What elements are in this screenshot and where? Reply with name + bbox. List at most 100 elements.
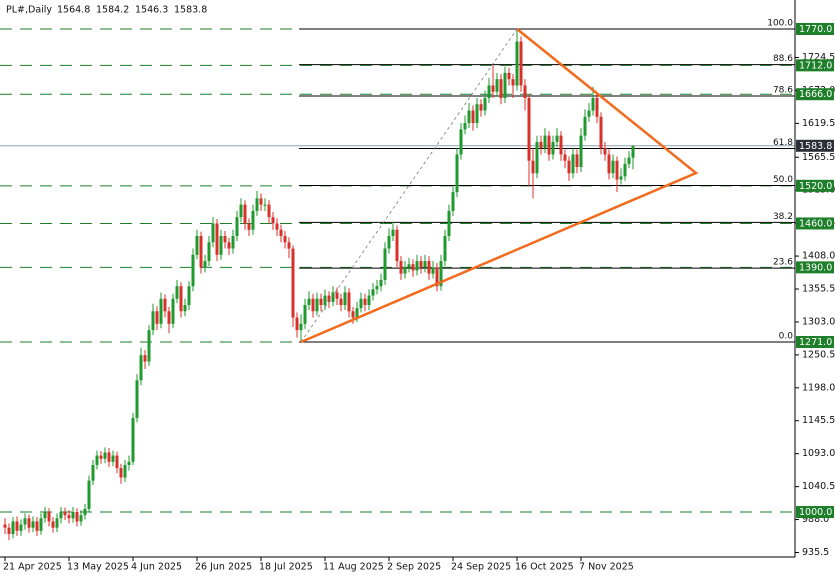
header-open: 1564.8 (57, 5, 90, 16)
candle-body (323, 295, 327, 306)
level-box (796, 506, 834, 519)
candle-body (271, 217, 275, 224)
candle-body (307, 298, 311, 306)
price-label: 1583.8 (799, 141, 832, 152)
level-label: 1770.0 (799, 24, 832, 35)
x-tick-label: 2 Sep 2025 (387, 562, 441, 573)
fib-label: 50.0 (773, 175, 793, 185)
candle-body (427, 261, 431, 274)
candle-body (227, 242, 231, 249)
x-tick-label: 18 Jul 2025 (259, 562, 313, 573)
candle-body (139, 355, 143, 381)
candle-body (235, 217, 239, 236)
y-tick-label: 1040.5 (802, 481, 835, 492)
fib-label: 78.6 (773, 85, 793, 95)
candle-body (495, 79, 499, 92)
level-label: 1460.0 (799, 218, 832, 229)
candle-body (387, 235, 391, 249)
candle-body (447, 210, 451, 236)
candle-body (399, 261, 403, 274)
candle-body (71, 512, 75, 519)
candle-body (215, 223, 219, 255)
level-box (796, 22, 834, 35)
candle-body (451, 192, 455, 211)
candle-body (519, 41, 523, 86)
candle-body (343, 292, 347, 306)
candle-body (207, 242, 211, 262)
candle-body (623, 163, 627, 177)
candle-body (87, 480, 91, 509)
candle-body (127, 461, 131, 465)
candle-body (31, 521, 35, 528)
candle-body (379, 279, 383, 287)
candle-body (351, 311, 355, 318)
candle-body (515, 41, 519, 86)
candle-body (507, 72, 511, 80)
candle-body (59, 512, 63, 519)
candle-body (187, 286, 191, 306)
candle-body (311, 298, 315, 312)
candle-body (175, 286, 179, 299)
candle-body (615, 160, 619, 180)
candle-body (231, 235, 235, 249)
candle-body (375, 286, 379, 290)
level-label: 1520.0 (799, 181, 832, 192)
candle-body (555, 135, 559, 142)
candle-body (587, 110, 591, 117)
symbol: PL#,Daily (6, 5, 52, 16)
candle-body (39, 518, 43, 531)
candle-body (503, 72, 507, 98)
candle-body (95, 455, 99, 465)
candle-body (315, 298, 319, 312)
x-tick-label: 7 Nov 2025 (579, 562, 634, 573)
candle-body (491, 85, 495, 92)
candle-body (223, 235, 227, 243)
header-close: 1583.8 (174, 5, 207, 16)
fib-label: 0.0 (779, 332, 794, 342)
y-tick-label: 935.5 (802, 547, 829, 558)
candle-body (355, 308, 359, 318)
x-tick-label: 21 Apr 2025 (3, 562, 62, 573)
candle-body (559, 135, 563, 155)
candle-body (79, 515, 83, 522)
level-label: 1271.0 (799, 337, 832, 348)
triangle-lines (300, 28, 699, 344)
fib-label: 38.2 (773, 212, 793, 222)
y-tick-label: 1250.5 (802, 349, 835, 360)
level-box (796, 88, 834, 101)
candle-body (131, 417, 135, 462)
candle-body (471, 110, 475, 124)
candle-body (255, 198, 259, 211)
candle-body (167, 311, 171, 324)
candle-body (539, 141, 543, 149)
candle-body (211, 223, 215, 243)
candle-body (479, 104, 483, 111)
level-box (796, 59, 834, 72)
candle-body (611, 160, 615, 174)
candle-body (19, 524, 23, 531)
x-tick-label: 26 Jun 2025 (195, 562, 252, 573)
candle-body (83, 508, 87, 516)
candle-body (247, 223, 251, 230)
candle-body (67, 515, 71, 519)
header-high: 1584.2 (96, 5, 129, 16)
candle-body (371, 289, 375, 296)
candle-body (463, 123, 467, 130)
header-low: 1546.3 (135, 5, 168, 16)
x-tick-label: 13 May 2025 (67, 562, 129, 573)
triangle-pattern (300, 28, 699, 344)
y-tick-label: 1565.5 (802, 152, 835, 163)
candle-body (415, 261, 419, 271)
candle-body (439, 261, 443, 287)
candle-body (63, 512, 67, 516)
level-label: 1390.0 (799, 262, 832, 273)
candle-body (631, 145, 635, 158)
candle-body (143, 355, 147, 362)
candle-body (267, 204, 271, 218)
fib-label: 100.0 (767, 18, 793, 28)
x-tick-label: 4 Jun 2025 (131, 562, 182, 573)
y-tick-label: 1408.0 (802, 251, 835, 262)
candle-body (367, 295, 371, 306)
level-box (796, 261, 834, 274)
